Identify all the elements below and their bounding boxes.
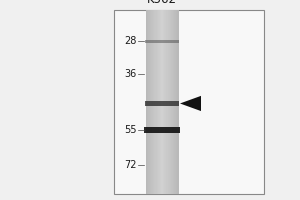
- Bar: [173, 10, 174, 194]
- Bar: [144, 127, 180, 133]
- Text: 72: 72: [124, 160, 136, 170]
- Bar: [146, 10, 147, 194]
- Bar: [171, 10, 172, 194]
- Bar: [172, 10, 173, 194]
- Bar: [175, 10, 176, 194]
- Bar: [149, 10, 150, 194]
- Bar: [157, 10, 158, 194]
- Bar: [170, 10, 171, 194]
- Bar: [145, 101, 179, 106]
- Bar: [150, 10, 151, 194]
- Bar: [162, 10, 163, 194]
- Bar: [148, 10, 149, 194]
- Text: 28: 28: [124, 36, 136, 46]
- Bar: [159, 10, 160, 194]
- Text: 55: 55: [124, 125, 136, 135]
- Bar: [147, 10, 148, 194]
- Bar: [154, 10, 155, 194]
- Bar: [152, 10, 153, 194]
- Text: 36: 36: [124, 69, 136, 79]
- Bar: [164, 10, 165, 194]
- Bar: [145, 40, 179, 43]
- Text: K562: K562: [147, 0, 177, 6]
- Bar: [169, 10, 170, 194]
- Bar: [114, 10, 264, 194]
- Bar: [155, 10, 157, 194]
- Polygon shape: [180, 96, 201, 111]
- Bar: [161, 10, 162, 194]
- Bar: [151, 10, 152, 194]
- Bar: [160, 10, 161, 194]
- Bar: [163, 10, 164, 194]
- Bar: [158, 10, 159, 194]
- Bar: [174, 10, 175, 194]
- Bar: [165, 10, 166, 194]
- Bar: [177, 10, 178, 194]
- Bar: [167, 10, 169, 194]
- Bar: [153, 10, 154, 194]
- Bar: [176, 10, 177, 194]
